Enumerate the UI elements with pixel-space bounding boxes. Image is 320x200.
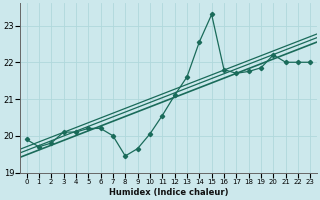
X-axis label: Humidex (Indice chaleur): Humidex (Indice chaleur): [109, 188, 228, 197]
